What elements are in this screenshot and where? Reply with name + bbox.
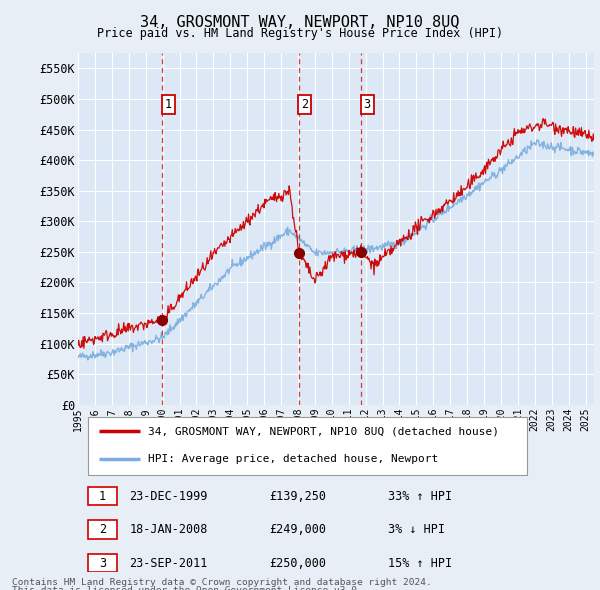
Text: £139,250: £139,250 — [269, 490, 326, 503]
FancyBboxPatch shape — [88, 417, 527, 475]
Text: 3% ↓ HPI: 3% ↓ HPI — [388, 523, 445, 536]
Text: 34, GROSMONT WAY, NEWPORT, NP10 8UQ: 34, GROSMONT WAY, NEWPORT, NP10 8UQ — [140, 15, 460, 30]
Text: £250,000: £250,000 — [269, 556, 326, 569]
Text: 15% ↑ HPI: 15% ↑ HPI — [388, 556, 452, 569]
Text: Contains HM Land Registry data © Crown copyright and database right 2024.: Contains HM Land Registry data © Crown c… — [12, 578, 432, 587]
Text: 3: 3 — [364, 97, 371, 110]
Text: 23-DEC-1999: 23-DEC-1999 — [130, 490, 208, 503]
Text: 18-JAN-2008: 18-JAN-2008 — [130, 523, 208, 536]
Text: HPI: Average price, detached house, Newport: HPI: Average price, detached house, Newp… — [148, 454, 438, 464]
FancyBboxPatch shape — [88, 487, 116, 505]
Text: 34, GROSMONT WAY, NEWPORT, NP10 8UQ (detached house): 34, GROSMONT WAY, NEWPORT, NP10 8UQ (det… — [148, 426, 499, 436]
Text: £249,000: £249,000 — [269, 523, 326, 536]
Text: 33% ↑ HPI: 33% ↑ HPI — [388, 490, 452, 503]
Text: 1: 1 — [164, 97, 172, 110]
Text: 23-SEP-2011: 23-SEP-2011 — [130, 556, 208, 569]
Text: 3: 3 — [98, 556, 106, 569]
FancyBboxPatch shape — [88, 554, 116, 572]
Text: Price paid vs. HM Land Registry's House Price Index (HPI): Price paid vs. HM Land Registry's House … — [97, 27, 503, 40]
Text: 1: 1 — [98, 490, 106, 503]
Text: This data is licensed under the Open Government Licence v3.0.: This data is licensed under the Open Gov… — [12, 586, 363, 590]
FancyBboxPatch shape — [88, 520, 116, 539]
Text: 2: 2 — [301, 97, 308, 110]
Text: 2: 2 — [98, 523, 106, 536]
